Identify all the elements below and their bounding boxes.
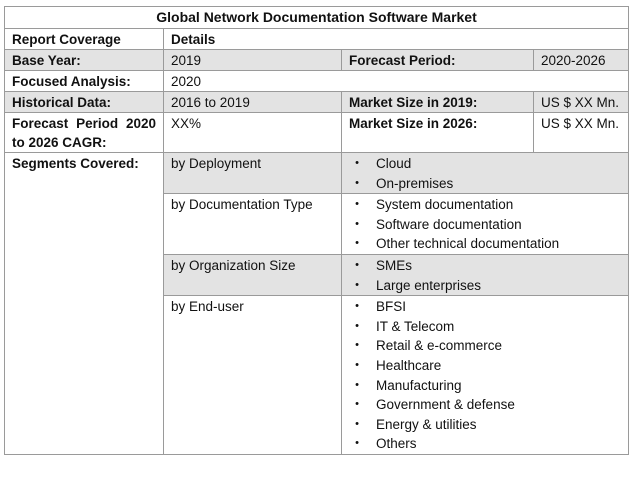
segment-row: Segments Covered: by Deployment • Cloud • O… [4,151,629,455]
header-report-coverage: Report Coverage [4,28,164,50]
bullet-icon: • [355,358,359,371]
forecast-period-value: 2020-2026 [533,49,629,71]
bullet-icon: • [355,157,359,169]
segment-item-text: On-premises [376,175,454,191]
historical-data-row: Historical Data: 2016 to 2019 Market Siz… [4,91,629,113]
bullet-icon: • [355,237,359,250]
segment-item-text: Cloud [376,156,412,171]
segment-list-item: • SMEs [349,256,621,276]
segment-item-text: Retail & e-commerce [376,338,503,354]
focused-analysis-value: 2020 [163,70,629,92]
bullet-icon: • [355,278,359,291]
bullet-icon: • [355,398,359,411]
segment-item-text: Others [376,436,417,452]
bullet-icon: • [355,198,359,211]
bullet-icon: • [355,339,359,352]
segment-name: by Documentation Type [163,193,342,255]
segment-item-list: • Cloud • On-premises [349,154,621,193]
base-year-row: Base Year: 2019 Forecast Period: 2020-20… [4,49,629,71]
cagr-value: XX% [163,112,342,153]
segment-item-list: • BFSI • IT & Telecom • Retail & e-commerce • H… [349,297,621,454]
segments-covered-label: Segments Covered: [4,152,164,455]
segment-item-text: Healthcare [376,357,442,373]
base-year-value: 2019 [163,49,342,71]
market-size-2026-label: Market Size in 2026: [341,112,534,153]
segment-item-list: • System documentation • Software documenta… [349,195,621,254]
bullet-icon: • [355,258,359,271]
segment-list-item: • Cloud [349,154,621,174]
segment-name: by Organization Size [163,253,342,297]
segment-items: • System documentation • Software documenta… [341,193,629,255]
segment-list-item: • Other technical documentation [349,234,621,254]
forecast-period-label: Forecast Period: [341,49,534,71]
market-size-2019-label: Market Size in 2019: [341,91,534,113]
base-year-label: Base Year: [4,49,164,71]
bullet-icon: • [355,176,359,189]
segment-list-item: • Large enterprises [349,276,621,296]
historical-data-value: 2016 to 2019 [163,91,342,113]
segment-list-item: • BFSI [349,297,621,317]
bullet-icon: • [355,437,359,450]
segment-row: by End-user • BFSI • IT & Telecom • Retail & … [5,295,629,455]
segment-item-text: Software documentation [376,216,522,232]
header-row: Report Coverage Details [4,28,629,50]
header-details: Details [163,28,629,50]
bullet-icon: • [355,217,359,230]
segment-item-text: Large enterprises [376,277,482,293]
segment-items: • Cloud • On-premises [341,151,629,195]
segment-item-text: Manufacturing [376,377,462,393]
segment-list-item: • On-premises [349,174,621,194]
segment-list-item: • Healthcare [349,356,621,376]
segment-item-text: SMEs [376,257,413,273]
segment-list-item: • IT & Telecom [349,317,621,337]
segment-items: • SMEs • Large enterprises [341,253,629,297]
bullet-icon: • [355,319,359,332]
focused-analysis-label: Focused Analysis: [4,70,164,92]
market-size-2026-value: US $ XX Mn. [533,112,629,153]
segment-items: • BFSI • IT & Telecom • Retail & e-commerce • H… [341,295,629,455]
segment-row: by Documentation Type • System documentat… [5,193,629,255]
cagr-row: Forecast Period 2020 to 2026 CAGR: XX% M… [4,112,629,153]
report-coverage-table: Global Network Documentation Software Ma… [4,6,629,455]
cagr-label: Forecast Period 2020 to 2026 CAGR: [4,112,164,153]
segment-item-text: Government & defense [376,397,515,413]
title-row: Global Network Documentation Software Ma… [4,6,629,29]
market-size-2019-value: US $ XX Mn. [533,91,629,113]
focused-analysis-row: Focused Analysis: 2020 [4,70,629,92]
segment-item-text: IT & Telecom [376,318,455,334]
bullet-icon: • [355,300,359,313]
segment-list-item: • Government & defense [349,395,621,415]
historical-data-label: Historical Data: [4,91,164,113]
table-title: Global Network Documentation Software Ma… [4,6,629,29]
segment-list-item: • Retail & e-commerce [349,336,621,356]
segment-list-item: • System documentation [349,195,621,215]
bullet-icon: • [355,417,359,430]
segment-item-text: Energy & utilities [376,416,477,432]
bullet-icon: • [355,378,359,391]
segment-list-item: • Others [349,434,621,454]
segment-name: by Deployment [163,151,342,195]
segment-list-item: • Software documentation [349,215,621,235]
segment-list-item: • Energy & utilities [349,415,621,435]
segment-item-text: Other technical documentation [376,236,560,252]
segment-item-text: BFSI [376,299,407,315]
segment-item-list: • SMEs • Large enterprises [349,256,621,295]
segment-list-item: • Manufacturing [349,376,621,396]
segment-row: by Organization Size • SMEs • Large enterpr… [5,253,629,297]
segment-item-text: System documentation [376,197,514,213]
segment-name: by End-user [163,295,342,455]
